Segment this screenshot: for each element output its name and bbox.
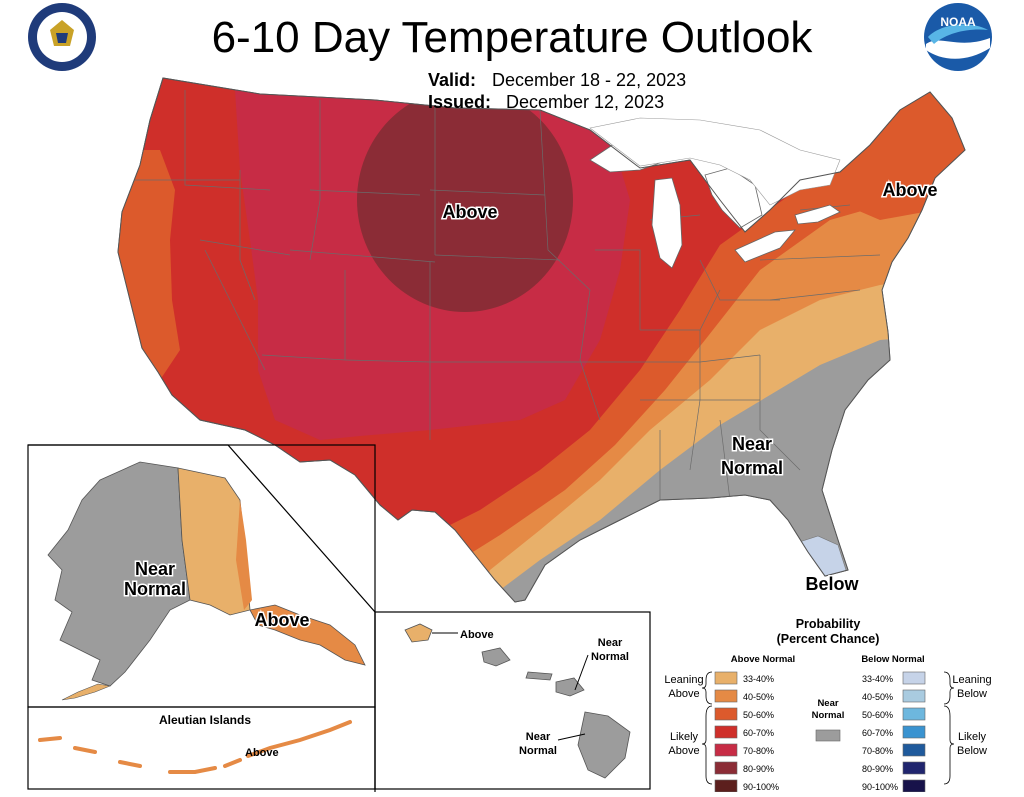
- legend-above-range-0: 33-40%: [743, 674, 774, 684]
- legend-near-normal-swatch: [815, 729, 841, 742]
- oahu-island: [481, 647, 511, 667]
- legend-above-range-1: 40-50%: [743, 692, 774, 702]
- legend-above-swatch-4: [714, 743, 738, 757]
- label-alaska-above: Above: [254, 610, 309, 630]
- lake-ontario: [794, 204, 841, 225]
- issued-date: December 12, 2023: [506, 92, 664, 112]
- label-hawaii-near-a-line1: Near: [598, 637, 623, 649]
- label-hawaii-above: Above: [460, 629, 494, 641]
- valid-dates: December 18 - 22, 2023: [492, 70, 686, 90]
- legend-above-header: Above Normal: [731, 654, 795, 665]
- label-hawaii-near-b-line2: Normal: [519, 745, 557, 757]
- legend-below-swatch-3: [902, 725, 926, 739]
- legend-brace-leaning-above: [701, 671, 713, 705]
- hawaii-near-pointer-b: [557, 733, 586, 741]
- noaa-logo-text: NOAA: [940, 15, 976, 29]
- legend-below-range-4: 70-80%: [862, 746, 893, 756]
- legend-below-range-3: 60-70%: [862, 728, 893, 738]
- legend-above-swatch-3: [714, 725, 738, 739]
- legend-brace-likely-below: [943, 705, 955, 785]
- legend-likely-below-line2: Below: [957, 745, 987, 757]
- legend-below-swatch-2: [902, 707, 926, 721]
- legend-leaning-below-line2: Below: [957, 688, 987, 700]
- legend-below-swatch-4: [902, 743, 926, 757]
- alaska-above-33-40: [177, 467, 251, 616]
- alaska-panhandle: [249, 604, 366, 666]
- legend-below-range-2: 50-60%: [862, 710, 893, 720]
- legend-likely-above-line1: Likely: [670, 731, 699, 743]
- legend-below-swatch-0: [902, 671, 926, 685]
- valid-label: Valid:: [428, 70, 476, 90]
- molokai-island: [525, 671, 553, 681]
- legend-above-swatch-1: [714, 689, 738, 703]
- commerce-seal-icon: [28, 3, 96, 71]
- alaska-peninsula: [61, 683, 112, 701]
- label-above-north-central: Above: [442, 202, 497, 222]
- hawaii-inset: Above Near Normal Near Normal: [374, 611, 651, 790]
- label-alaska-near-line1: Near: [135, 559, 175, 579]
- lake-michigan: [651, 177, 683, 269]
- legend-title-line1: Probability: [796, 617, 861, 631]
- legend-above-swatch-0: [714, 671, 738, 685]
- legend-likely-above-line2: Above: [668, 745, 699, 757]
- legend-near-normal-line1: Near: [817, 698, 838, 709]
- kauai-island: [404, 623, 433, 643]
- legend-brace-likely-above: [701, 705, 713, 785]
- legend-leaning-above-line1: Leaning: [664, 674, 703, 686]
- legend-below-header: Below Normal: [861, 654, 924, 665]
- legend-above-swatch-6: [714, 779, 738, 793]
- big-island: [577, 711, 631, 779]
- legend-below-classes: 33-40% 40-50% 50-60% 60-70% 70-80% 80-90% 90-1…: [862, 671, 926, 793]
- label-aleutian-above: Above: [245, 747, 279, 759]
- conus-border: [117, 77, 966, 603]
- probability-legend: Probability (Percent Chance) Above Norma…: [664, 617, 992, 793]
- legend-leaning-below-line1: Leaning: [952, 674, 991, 686]
- legend-near-normal-line2: Normal: [812, 710, 845, 721]
- legend-likely-below-line1: Likely: [958, 731, 987, 743]
- legend-above-swatch-2: [714, 707, 738, 721]
- legend-above-swatch-5: [714, 761, 738, 775]
- alaska-inset: Near Normal Above: [27, 444, 376, 792]
- label-hawaii-near-b-line1: Near: [526, 731, 551, 743]
- legend-above-range-2: 50-60%: [743, 710, 774, 720]
- aleutian-title: Aleutian Islands: [159, 713, 251, 727]
- maui-island: [555, 677, 585, 697]
- state-boundaries: [130, 90, 881, 501]
- legend-below-range-6: 90-100%: [862, 782, 898, 792]
- legend-title-line2: (Percent Chance): [777, 632, 880, 646]
- legend-below-swatch-1: [902, 689, 926, 703]
- zone-west-coast-50-60: [118, 150, 180, 380]
- label-hawaii-near-a-line2: Normal: [591, 651, 629, 663]
- noaa-logo-icon: NOAA: [924, 3, 992, 71]
- label-alaska-near-line2: Normal: [124, 579, 186, 599]
- legend-below-range-5: 80-90%: [862, 764, 893, 774]
- map-title: 6-10 Day Temperature Outlook: [212, 13, 814, 62]
- legend-above-range-4: 70-80%: [743, 746, 774, 756]
- lake-erie: [734, 229, 796, 263]
- issued-label: Issued:: [428, 92, 491, 112]
- alaska-above-40-50: [236, 500, 252, 610]
- legend-above-range-3: 60-70%: [743, 728, 774, 738]
- label-above-northeast: Above: [882, 180, 937, 200]
- legend-below-swatch-6: [902, 779, 926, 793]
- aleutian-islands-chain: [38, 720, 352, 774]
- legend-above-range-6: 90-100%: [743, 782, 779, 792]
- legend-below-swatch-5: [902, 761, 926, 775]
- legend-above-classes: 33-40% 40-50% 50-60% 60-70% 70-80% 80-90% 90-1…: [714, 671, 779, 793]
- hawaii-inset-box: [374, 611, 651, 790]
- hawaii-near-pointer-a: [574, 654, 589, 691]
- legend-below-range-0: 33-40%: [862, 674, 893, 684]
- legend-leaning-above-line2: Above: [668, 688, 699, 700]
- legend-above-range-5: 80-90%: [743, 764, 774, 774]
- label-near-normal-southeast-line1: Near: [732, 434, 772, 454]
- label-below-florida: Below: [805, 574, 859, 594]
- canada-area: [589, 117, 841, 206]
- zone-core-80-90: [357, 88, 573, 312]
- label-near-normal-southeast-line2: Normal: [721, 458, 783, 478]
- legend-brace-leaning-below: [943, 671, 955, 705]
- aleutian-inset: Aleutian Islands Above: [38, 713, 352, 774]
- legend-below-range-1: 40-50%: [862, 692, 893, 702]
